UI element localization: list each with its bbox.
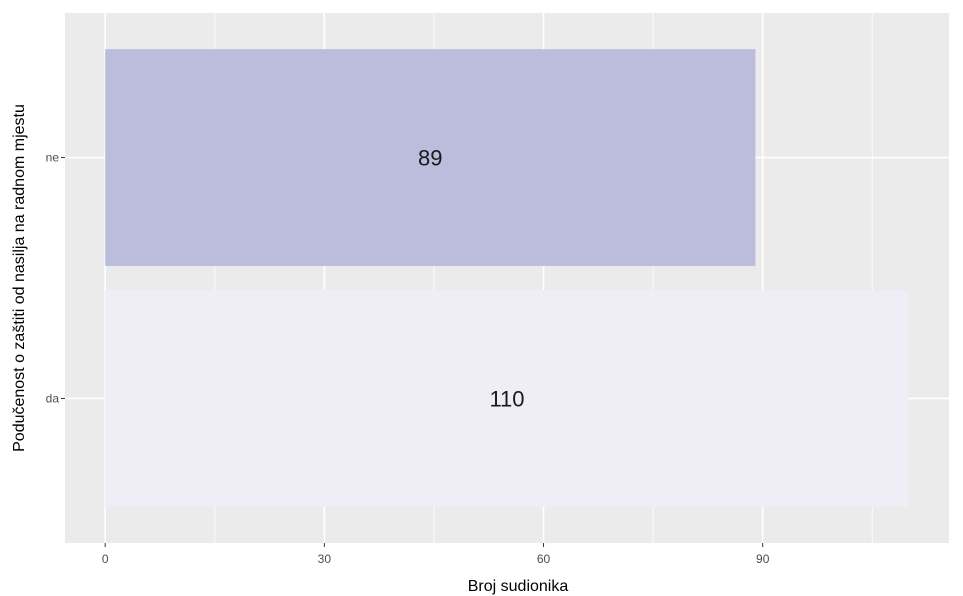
x-axis-title: Broj sudionika	[468, 578, 569, 595]
data-label-da: 110	[489, 386, 524, 411]
y-tick-label: da	[46, 391, 60, 405]
x-tick-label: 0	[102, 552, 109, 566]
axes: 0 30 60 90 ne da	[46, 151, 770, 566]
bar-ne	[105, 49, 756, 266]
bar-da	[105, 290, 909, 507]
y-tick-label: ne	[46, 151, 60, 165]
bars	[105, 49, 909, 507]
x-tick-label: 90	[756, 552, 770, 566]
x-tick-label: 60	[537, 552, 551, 566]
x-tick-label: 30	[318, 552, 332, 566]
y-axis-title: Podučenost o zaštiti od nasilja na radno…	[11, 104, 28, 452]
data-labels: 89 110	[418, 146, 524, 412]
data-label-ne: 89	[418, 146, 442, 171]
